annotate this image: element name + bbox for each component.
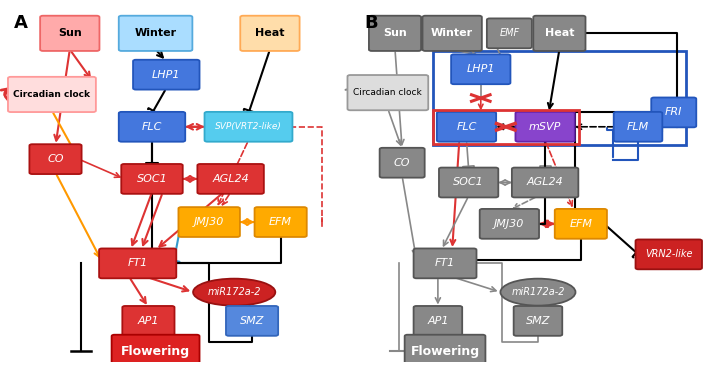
Text: AP1: AP1 <box>137 316 159 326</box>
Text: SOC1: SOC1 <box>453 177 484 188</box>
FancyBboxPatch shape <box>414 249 476 278</box>
Text: B: B <box>364 14 378 31</box>
FancyBboxPatch shape <box>179 207 240 237</box>
FancyBboxPatch shape <box>122 306 174 336</box>
FancyBboxPatch shape <box>254 207 307 237</box>
Text: Circadian clock: Circadian clock <box>354 88 422 97</box>
FancyBboxPatch shape <box>111 335 200 365</box>
Text: FLM: FLM <box>627 122 649 132</box>
Text: SVP(VRT2-like): SVP(VRT2-like) <box>215 122 282 131</box>
FancyBboxPatch shape <box>40 16 100 51</box>
FancyBboxPatch shape <box>439 168 498 197</box>
Text: Circadian clock: Circadian clock <box>14 90 90 99</box>
Text: VRN2-like: VRN2-like <box>645 249 693 260</box>
Text: Heat: Heat <box>255 28 285 38</box>
Text: Flowering: Flowering <box>411 345 479 358</box>
FancyBboxPatch shape <box>405 335 485 365</box>
Text: Winter: Winter <box>134 28 176 38</box>
FancyBboxPatch shape <box>513 306 562 336</box>
FancyBboxPatch shape <box>121 164 183 194</box>
Text: Sun: Sun <box>383 28 407 38</box>
FancyBboxPatch shape <box>30 144 82 174</box>
Text: miR172a-2: miR172a-2 <box>208 287 261 297</box>
Text: EMF: EMF <box>500 28 519 38</box>
Text: CO: CO <box>47 154 64 164</box>
Text: FT1: FT1 <box>127 258 147 268</box>
Text: SMZ: SMZ <box>526 316 550 326</box>
Ellipse shape <box>500 278 576 306</box>
Text: CO: CO <box>394 158 411 168</box>
FancyBboxPatch shape <box>555 209 607 239</box>
Text: EFM: EFM <box>569 219 592 229</box>
FancyBboxPatch shape <box>651 97 696 127</box>
Text: Flowering: Flowering <box>121 345 190 358</box>
FancyBboxPatch shape <box>414 306 462 336</box>
Text: AGL24: AGL24 <box>213 174 249 184</box>
FancyBboxPatch shape <box>8 77 96 112</box>
Text: AP1: AP1 <box>427 316 449 326</box>
Text: Sun: Sun <box>58 28 82 38</box>
Ellipse shape <box>193 278 275 306</box>
FancyBboxPatch shape <box>636 239 702 269</box>
Text: A: A <box>14 14 28 31</box>
Text: miR172a-2: miR172a-2 <box>511 287 565 297</box>
Text: FLC: FLC <box>142 122 162 132</box>
FancyBboxPatch shape <box>197 164 264 194</box>
FancyBboxPatch shape <box>119 16 192 51</box>
Text: EFM: EFM <box>269 217 292 227</box>
Text: JMJ30: JMJ30 <box>194 217 224 227</box>
FancyBboxPatch shape <box>614 112 662 142</box>
Text: FLC: FLC <box>456 122 476 132</box>
Text: SMZ: SMZ <box>240 316 264 326</box>
FancyBboxPatch shape <box>240 16 299 51</box>
FancyBboxPatch shape <box>422 16 482 51</box>
Text: SOC1: SOC1 <box>137 174 167 184</box>
Text: JMJ30: JMJ30 <box>495 219 525 229</box>
Text: AGL24: AGL24 <box>527 177 563 188</box>
FancyBboxPatch shape <box>99 249 176 278</box>
FancyBboxPatch shape <box>451 54 510 84</box>
Text: LHP1: LHP1 <box>466 64 495 74</box>
Text: FT1: FT1 <box>435 258 455 268</box>
FancyBboxPatch shape <box>479 209 539 239</box>
FancyBboxPatch shape <box>487 18 532 48</box>
Text: LHP1: LHP1 <box>152 70 181 80</box>
FancyBboxPatch shape <box>512 168 578 197</box>
FancyBboxPatch shape <box>119 112 185 142</box>
FancyBboxPatch shape <box>369 16 421 51</box>
Text: Winter: Winter <box>431 28 474 38</box>
Text: mSVP: mSVP <box>529 122 561 132</box>
FancyBboxPatch shape <box>380 148 424 178</box>
FancyBboxPatch shape <box>226 306 278 336</box>
FancyBboxPatch shape <box>133 60 200 89</box>
FancyBboxPatch shape <box>348 75 428 110</box>
FancyBboxPatch shape <box>437 112 496 142</box>
FancyBboxPatch shape <box>515 112 575 142</box>
Text: FRI: FRI <box>665 107 683 118</box>
Text: Heat: Heat <box>544 28 574 38</box>
FancyBboxPatch shape <box>534 16 586 51</box>
FancyBboxPatch shape <box>205 112 292 142</box>
